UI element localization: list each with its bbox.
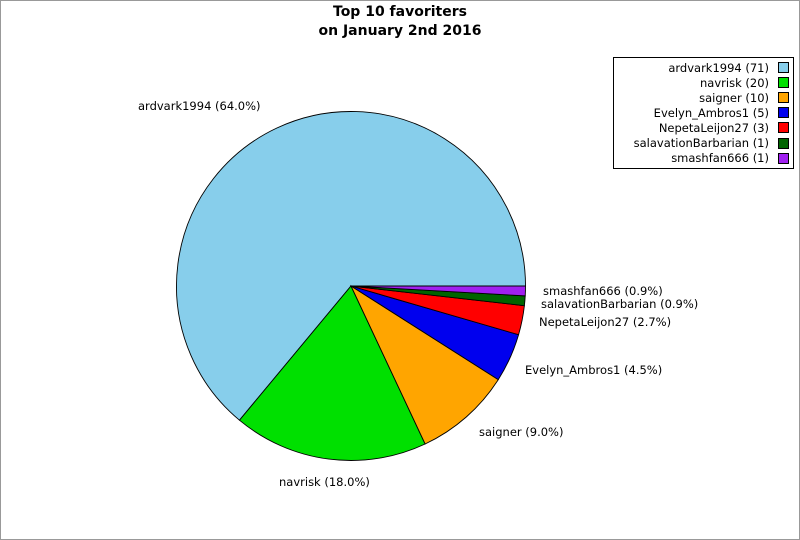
- legend-item-label: NepetaLeijon27 (3): [658, 120, 769, 135]
- legend-color-swatch-icon: [778, 152, 789, 164]
- chart-title: Top 10 favoriters on January 2nd 2016: [1, 3, 799, 41]
- legend-color-swatch-icon: [778, 62, 789, 74]
- legend-item-label: Evelyn_Ambros1 (5): [653, 105, 769, 120]
- slice-label-smashfan666: smashfan666 (0.9%): [543, 284, 663, 298]
- legend-item-ardvark1994: ardvark1994 (71): [616, 60, 789, 75]
- legend-color-swatch-icon: [778, 107, 789, 119]
- slice-label-salavationBarbarian: salavationBarbarian (0.9%): [541, 297, 699, 311]
- slice-label-NepetaLeijon27: NepetaLeijon27 (2.7%): [539, 315, 672, 329]
- legend-item-label: saigner (10): [699, 90, 769, 105]
- pie-slice-navrisk: [238, 285, 426, 461]
- legend-item-NepetaLeijon27: NepetaLeijon27 (3): [616, 120, 789, 135]
- legend-item-salavationBarbarian: salavationBarbarian (1): [616, 135, 789, 150]
- legend-color-swatch-icon: [778, 77, 789, 89]
- slice-label-ardvark1994: ardvark1994 (64.0%): [138, 99, 261, 113]
- legend: ardvark1994 (71) navrisk (20) saigner (10)…: [613, 57, 794, 169]
- slice-label-navrisk: navrisk (18.0%): [279, 475, 370, 489]
- legend-item-smashfan666: smashfan666 (1): [616, 151, 789, 166]
- legend-color-swatch-icon: [778, 137, 789, 149]
- chart-title-line1: Top 10 favoriters: [333, 4, 467, 20]
- legend-item-label: navrisk (20): [700, 75, 769, 90]
- slice-label-Evelyn_Ambros1: Evelyn_Ambros1 (4.5%): [525, 363, 663, 377]
- pie-slice-smashfan666: [350, 285, 526, 297]
- legend-color-swatch-icon: [778, 92, 789, 104]
- legend-item-label: salavationBarbarian (1): [633, 136, 769, 151]
- pie-slice-ardvark1994: [176, 111, 526, 421]
- legend-item-label: smashfan666 (1): [671, 151, 769, 166]
- legend-item-saigner: saigner (10): [616, 90, 789, 105]
- slice-label-saigner: saigner (9.0%): [479, 425, 564, 439]
- pie-slice-saigner: [349, 284, 499, 445]
- legend-item-label: ardvark1994 (71): [668, 60, 769, 75]
- legend-item-navrisk: navrisk (20): [616, 75, 789, 90]
- chart-title-line2: on January 2nd 2016: [318, 23, 482, 39]
- legend-color-swatch-icon: [778, 122, 789, 134]
- legend-item-Evelyn_Ambros1: Evelyn_Ambros1 (5): [616, 105, 789, 120]
